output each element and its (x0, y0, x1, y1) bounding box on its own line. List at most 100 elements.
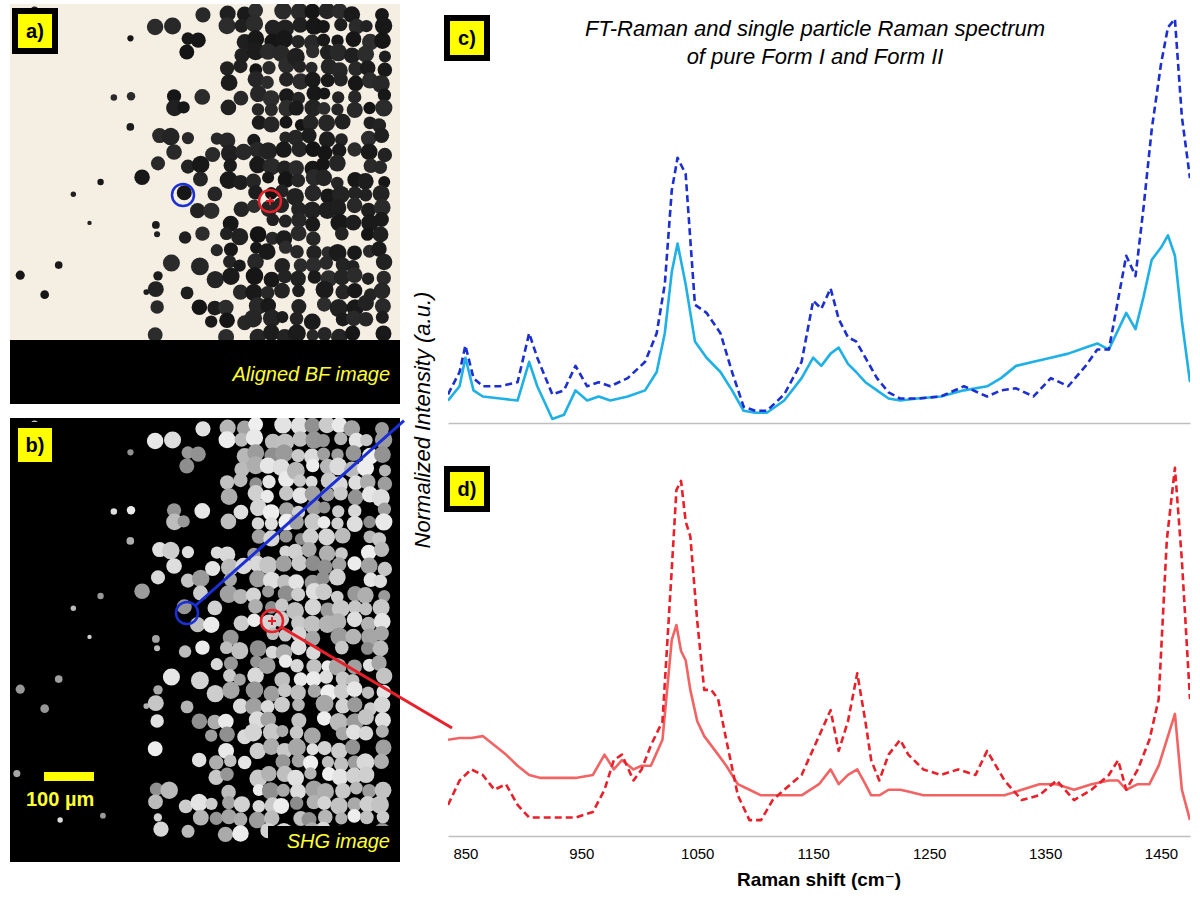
particle (348, 504, 361, 517)
particle (294, 60, 307, 73)
particle (262, 585, 274, 597)
x-axis-line (449, 836, 1191, 838)
particle (233, 812, 247, 826)
plot-lines (448, 468, 1190, 820)
particle (291, 449, 304, 462)
particle (361, 642, 374, 655)
particle (358, 709, 374, 725)
particle (209, 755, 223, 769)
panel-letter-fill (450, 21, 484, 55)
particle (302, 529, 318, 545)
particle (345, 629, 361, 645)
scale-bar-bg (22, 786, 118, 812)
particle (205, 561, 220, 576)
particle (203, 203, 219, 219)
x-tick-label: 1450 (1145, 845, 1178, 862)
spectrum-panel: 85095010501150125013501450d) (444, 466, 1191, 862)
particle (13, 770, 20, 777)
particle (153, 271, 162, 280)
particle (347, 681, 363, 697)
particle (334, 432, 347, 445)
particle (261, 766, 277, 782)
particle (261, 490, 274, 503)
particle (248, 599, 263, 614)
particle (359, 312, 374, 327)
particle (153, 685, 162, 694)
particle (234, 260, 246, 272)
particle (331, 329, 347, 340)
particle (151, 570, 165, 584)
particle (318, 516, 331, 529)
panel-letter-box: d) (444, 466, 490, 512)
particle (179, 458, 194, 473)
particle (126, 123, 134, 131)
particle (303, 201, 321, 219)
panel-letter-box: c) (444, 15, 490, 61)
particle (347, 102, 363, 118)
particle (220, 61, 234, 75)
particle (252, 517, 264, 529)
particle (233, 589, 248, 604)
particle (290, 797, 303, 810)
particle (207, 271, 224, 288)
particle (319, 131, 335, 147)
particle (306, 45, 319, 58)
particle (87, 635, 91, 639)
particle (375, 513, 392, 530)
particle (219, 431, 236, 448)
particle (219, 726, 235, 742)
sample-marker (259, 190, 281, 212)
particle (347, 697, 362, 712)
x-axis-title: Raman shift (cm⁻) (737, 869, 901, 890)
particle (233, 59, 247, 73)
particle (290, 726, 304, 740)
particle (347, 267, 363, 283)
particle (276, 725, 288, 737)
sample-marker (261, 610, 283, 632)
particle (319, 545, 335, 561)
particle (219, 312, 235, 328)
particle (332, 505, 344, 517)
particle (274, 283, 290, 299)
particle (250, 640, 267, 657)
caption-bg (268, 826, 396, 856)
x-tick: 1150 (798, 836, 830, 862)
particle (273, 798, 289, 814)
particle (221, 514, 237, 530)
particle (318, 87, 330, 99)
particle (40, 290, 49, 299)
particle (374, 626, 389, 641)
particle (262, 61, 275, 74)
particle (377, 811, 390, 824)
particle (332, 769, 349, 786)
particle (205, 315, 217, 327)
particle (362, 687, 374, 699)
particle (360, 434, 372, 446)
particle (357, 46, 374, 63)
x-axis-line (449, 423, 1191, 425)
particle (279, 72, 294, 87)
particle (152, 221, 160, 229)
spectrum-line (448, 625, 1190, 820)
particle (291, 35, 304, 48)
particle (233, 175, 248, 190)
particle (374, 212, 389, 227)
particle (305, 72, 321, 88)
x-tick-label: 1350 (1029, 845, 1062, 862)
particle (347, 809, 361, 823)
particle (317, 327, 331, 340)
particle (331, 517, 343, 529)
particle (321, 74, 335, 88)
x-tick-label: 850 (453, 845, 478, 862)
particle (154, 813, 162, 821)
particle (162, 128, 180, 146)
particle (164, 17, 181, 34)
marker-cross (268, 617, 276, 625)
particle (253, 800, 266, 813)
particle (162, 542, 180, 560)
particle (148, 794, 163, 809)
x-tick-label: 950 (569, 845, 594, 862)
x-tick: 1350 (1029, 836, 1062, 862)
particle (205, 729, 217, 741)
particle (348, 76, 364, 92)
